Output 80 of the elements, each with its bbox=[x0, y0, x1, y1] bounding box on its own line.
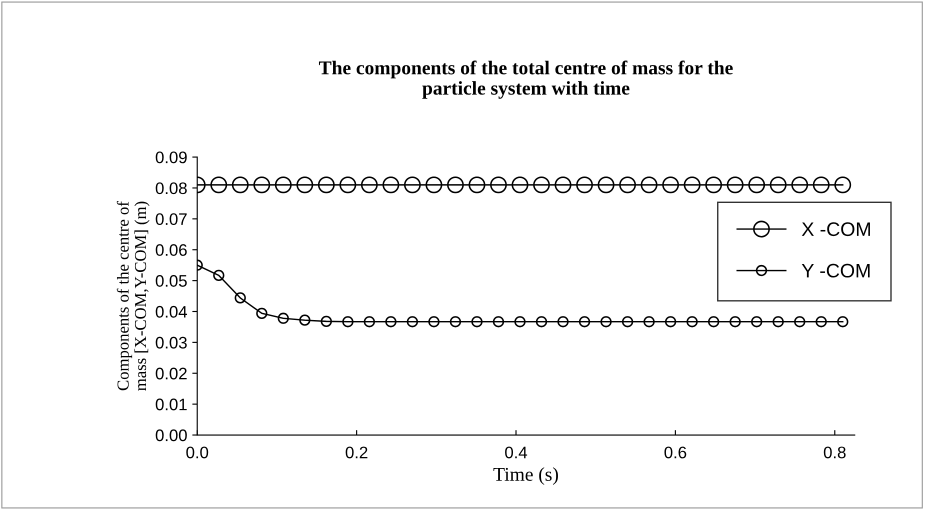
point bbox=[598, 176, 614, 194]
point bbox=[514, 316, 526, 328]
point bbox=[210, 176, 228, 194]
point bbox=[426, 176, 442, 194]
point bbox=[232, 176, 249, 194]
y-tick-label: 0.03 bbox=[156, 336, 187, 349]
point bbox=[705, 176, 722, 194]
point bbox=[751, 316, 762, 328]
point bbox=[726, 176, 744, 194]
y-tick-label: 0.06 bbox=[156, 244, 187, 256]
point bbox=[512, 176, 528, 194]
point bbox=[576, 176, 593, 194]
y-tick-label: 0.01 bbox=[156, 398, 187, 410]
y-tick-label: 0.04 bbox=[156, 306, 188, 318]
point bbox=[404, 176, 421, 194]
point bbox=[468, 176, 486, 194]
x-tick-label: 0.6 bbox=[664, 446, 686, 458]
point bbox=[492, 316, 504, 328]
legend-label: Y -COM bbox=[802, 264, 870, 278]
point bbox=[791, 176, 808, 194]
point bbox=[816, 316, 827, 328]
point bbox=[253, 176, 270, 194]
point bbox=[619, 176, 636, 194]
point bbox=[557, 316, 569, 328]
point bbox=[643, 316, 655, 328]
point bbox=[320, 316, 332, 328]
point bbox=[640, 176, 658, 194]
point bbox=[684, 176, 701, 194]
point bbox=[772, 316, 784, 328]
point bbox=[299, 314, 310, 326]
point bbox=[600, 316, 612, 328]
x-tick-label: 0.0 bbox=[186, 446, 208, 458]
point bbox=[794, 316, 806, 328]
point bbox=[234, 292, 246, 304]
point bbox=[318, 176, 335, 194]
point bbox=[578, 316, 590, 328]
point bbox=[662, 176, 680, 194]
point bbox=[364, 316, 375, 328]
y-tick-label: 0.00 bbox=[156, 429, 187, 442]
point bbox=[278, 312, 289, 324]
y-tick-label: 0.08 bbox=[156, 182, 187, 194]
point bbox=[686, 316, 698, 328]
point bbox=[554, 176, 572, 194]
point bbox=[664, 316, 676, 328]
point bbox=[296, 176, 314, 194]
x-axis-title: Time (s) bbox=[493, 467, 558, 485]
point bbox=[428, 316, 440, 328]
point bbox=[339, 176, 356, 194]
y-tick-label: 0.02 bbox=[156, 368, 187, 380]
point bbox=[360, 176, 378, 194]
point bbox=[730, 316, 741, 328]
point bbox=[770, 176, 787, 194]
point bbox=[385, 316, 397, 328]
point bbox=[406, 316, 418, 328]
point bbox=[837, 316, 848, 328]
point bbox=[536, 316, 548, 328]
chart-title: The components of the total centre of mass for the particle system with time bbox=[318, 60, 733, 99]
point bbox=[622, 316, 634, 328]
point bbox=[748, 176, 766, 194]
y-tick-label: 0.07 bbox=[156, 213, 187, 226]
point bbox=[471, 316, 483, 328]
point bbox=[450, 316, 462, 328]
point bbox=[533, 176, 550, 194]
point bbox=[834, 176, 852, 194]
x-tick-label: 0.8 bbox=[824, 446, 846, 458]
y-tick-label: 0.09 bbox=[156, 151, 187, 164]
x-tick-label: 0.2 bbox=[346, 446, 368, 458]
point bbox=[708, 316, 720, 328]
legend-label: X -COM bbox=[802, 222, 870, 236]
y-tick-label: 0.05 bbox=[156, 275, 187, 287]
point bbox=[447, 176, 464, 194]
point bbox=[382, 176, 400, 194]
y-axis-title: Components of the centre of mass [X-COM,Y-COM] (m) bbox=[116, 201, 150, 391]
point bbox=[213, 270, 224, 281]
point bbox=[490, 176, 507, 194]
point bbox=[274, 176, 292, 194]
point bbox=[342, 316, 354, 328]
x-tick-label: 0.4 bbox=[505, 446, 528, 458]
point bbox=[256, 308, 268, 319]
point bbox=[812, 176, 830, 194]
